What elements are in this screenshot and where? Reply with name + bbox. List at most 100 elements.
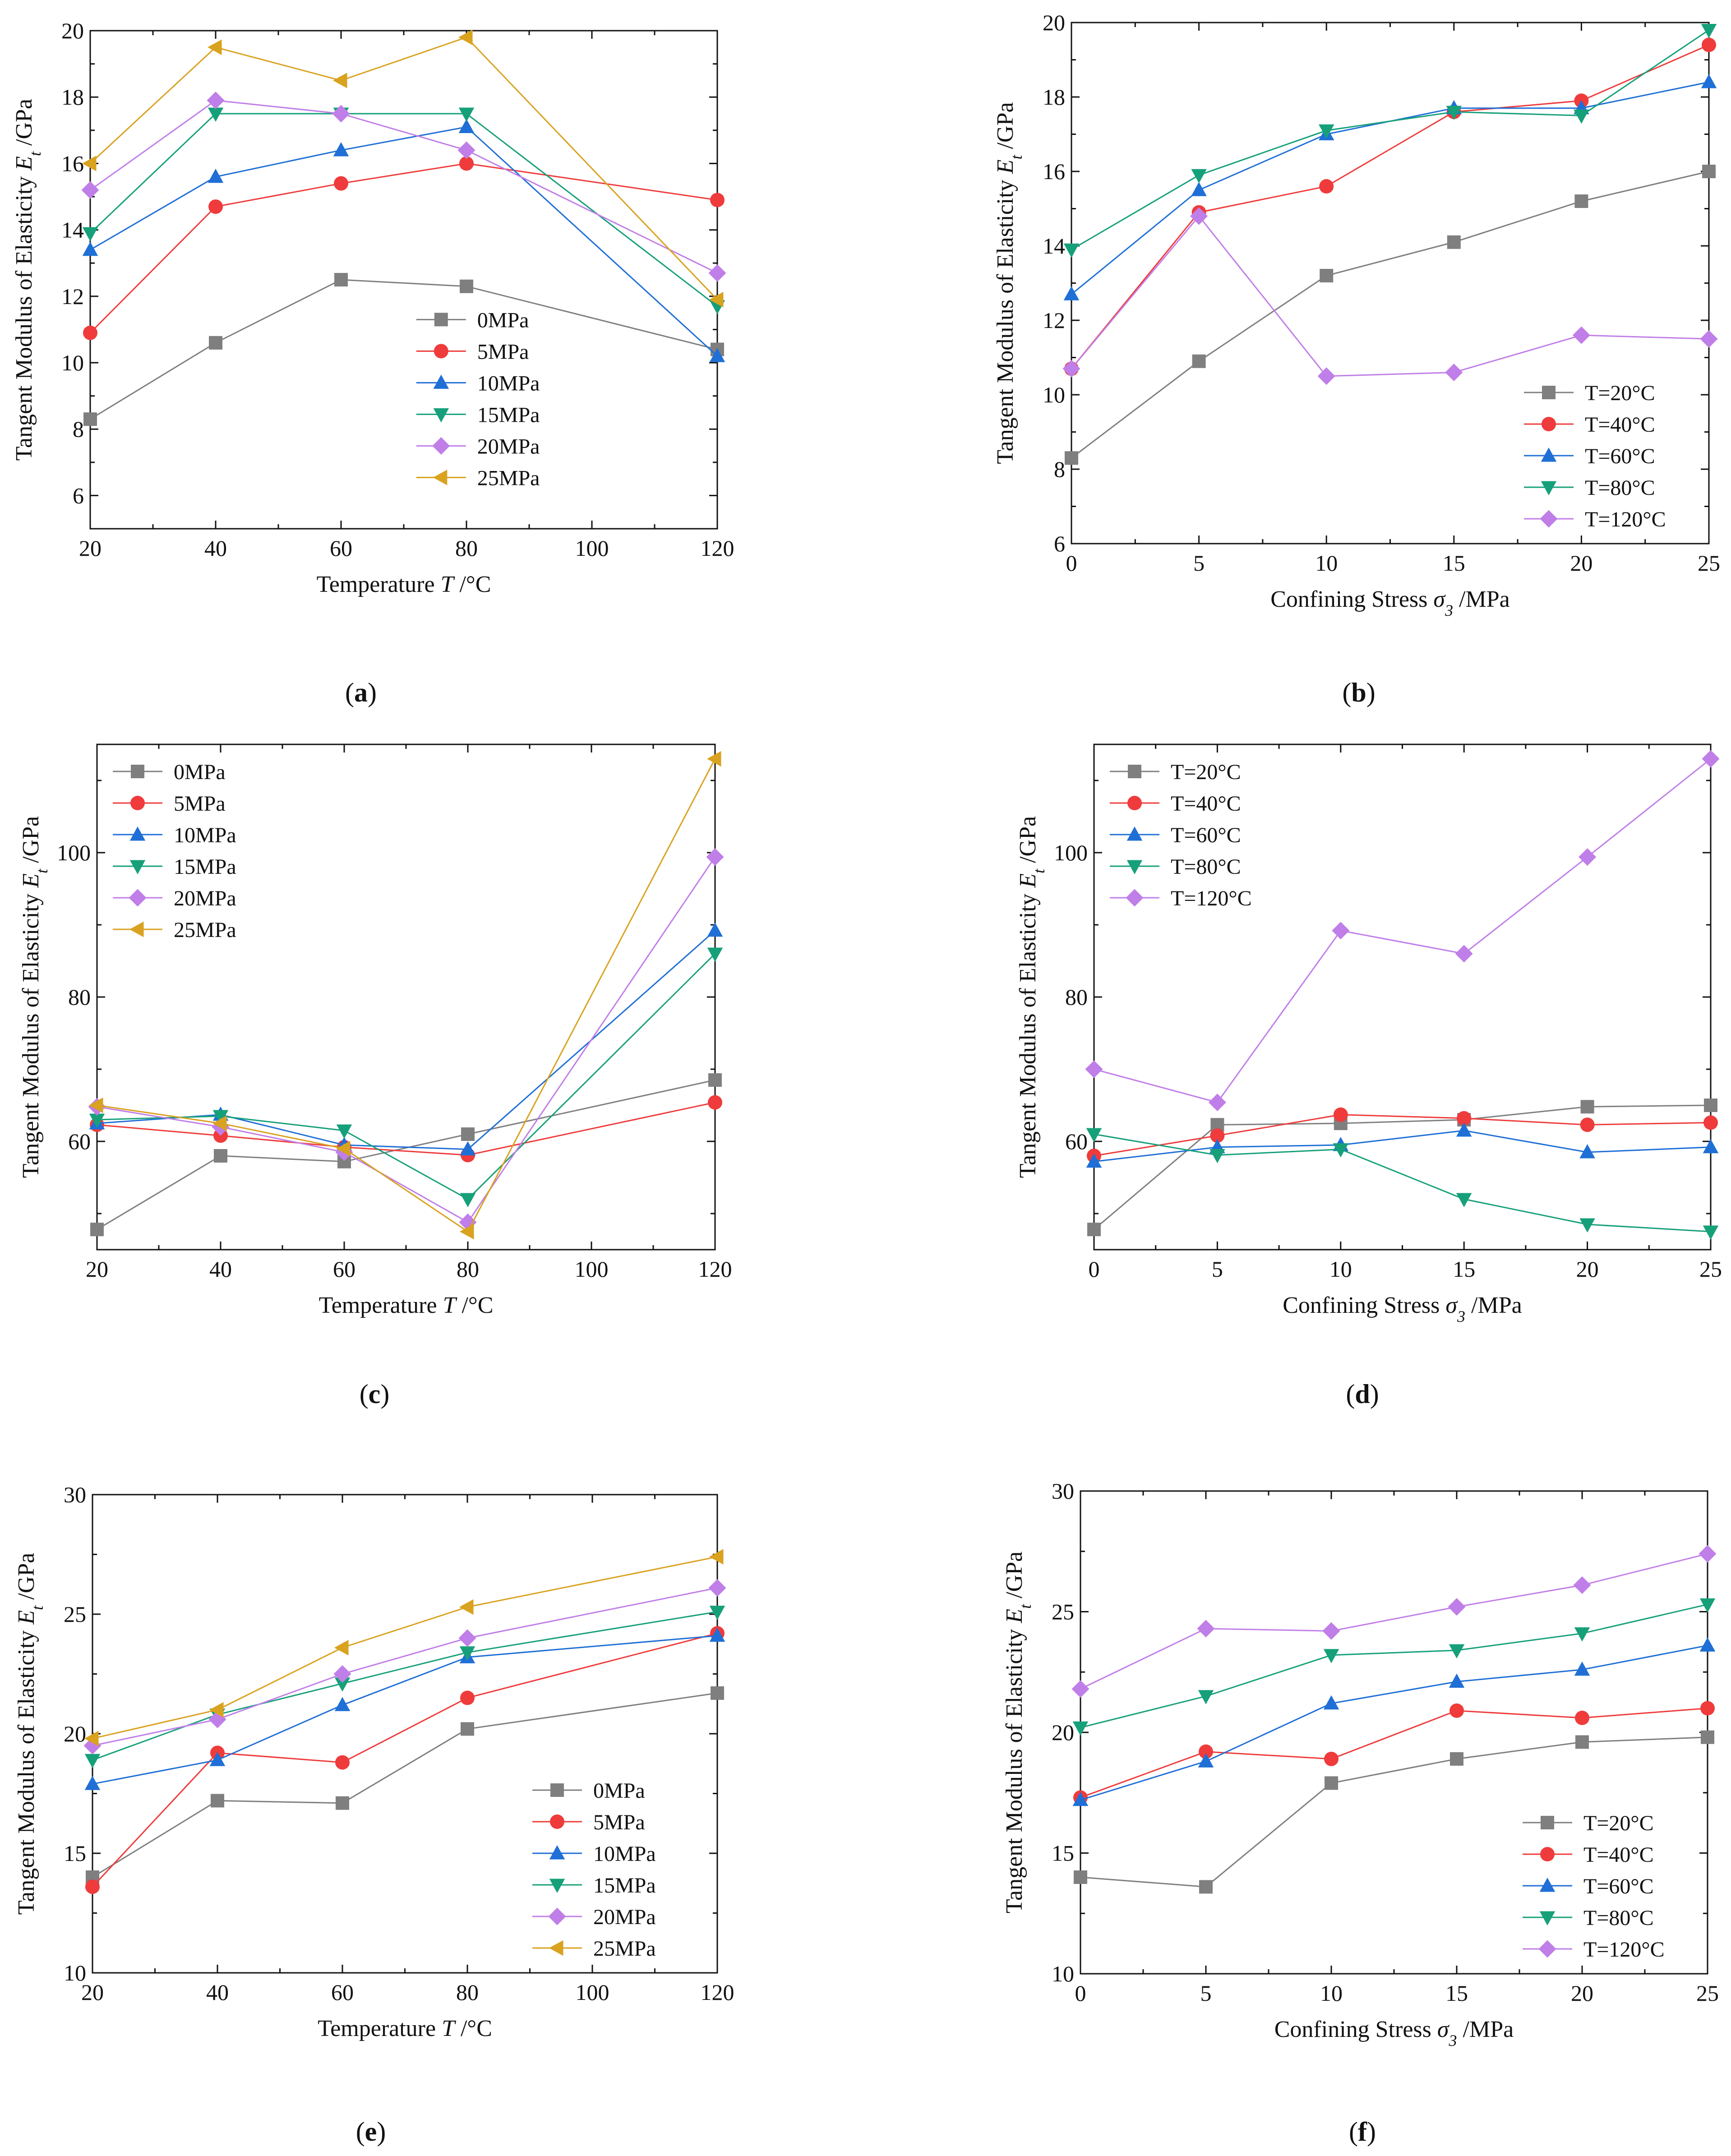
legend-marker <box>549 1845 565 1860</box>
data-point <box>1447 235 1461 249</box>
x-axis-title: Confining Stress σ3 /MPa <box>1283 1293 1522 1325</box>
series-T=60°C <box>1086 1122 1719 1168</box>
data-point <box>211 1794 224 1808</box>
data-point <box>1701 1730 1714 1744</box>
legend-marker <box>433 374 449 389</box>
series-line <box>1080 1708 1708 1798</box>
data-point <box>711 1686 724 1700</box>
x-tick-label: 25 <box>1699 1256 1722 1282</box>
x-tick-label: 80 <box>456 1980 479 2005</box>
legend: 0MPa 5MPa 10MPa 15MPa 20MPa 25MPa <box>113 760 236 942</box>
series-T=120°C <box>1085 750 1720 1112</box>
y-tick-label: 20 <box>1043 10 1065 35</box>
x-tick-label: 10 <box>1329 1256 1352 1282</box>
legend-marker <box>434 344 448 359</box>
legend-marker <box>549 1879 565 1893</box>
series-T=120°C <box>1071 1545 1717 1698</box>
series-0MPa <box>83 273 724 426</box>
series-line <box>1080 1553 1708 1690</box>
legend-entry: T=120°C <box>1171 886 1252 910</box>
data-point <box>707 751 721 767</box>
x-axis-title: Temperature T /°C <box>317 572 491 597</box>
data-point <box>458 29 473 45</box>
x-tick-label: 120 <box>698 1256 732 1282</box>
y-tick-label: 6 <box>73 483 84 508</box>
data-point <box>1086 1128 1102 1142</box>
series-25MPa <box>82 29 724 308</box>
y-axis-title: Tangent Modulus of Elasticity Et /GPa <box>1015 816 1048 1178</box>
data-point <box>458 107 475 122</box>
legend-entry: T=80°C <box>1583 1906 1654 1930</box>
data-point <box>706 848 724 866</box>
y-tick-label: 16 <box>61 151 84 176</box>
legend-marker <box>434 313 448 327</box>
data-point <box>89 1113 105 1128</box>
data-point <box>1574 1661 1590 1676</box>
legend-marker <box>1126 826 1143 841</box>
series-line <box>1094 1114 1711 1157</box>
data-point <box>336 1796 349 1810</box>
legend-entry: T=20°C <box>1171 760 1241 784</box>
legend-entry: T=20°C <box>1583 1811 1654 1835</box>
legend-marker <box>433 470 448 485</box>
panel-label: (b) <box>1342 678 1375 707</box>
legend-entry: T=80°C <box>1171 855 1241 879</box>
data-point <box>1087 1223 1101 1237</box>
x-tick-label: 5 <box>1200 1981 1212 2006</box>
y-axis-title: Tangent Modulus of Elasticity Et /GPa <box>18 816 51 1178</box>
series-line <box>1080 1644 1708 1801</box>
data-point <box>1450 1752 1463 1766</box>
x-tick-label: 60 <box>333 1256 355 1282</box>
data-point <box>1325 1776 1338 1790</box>
data-point <box>1323 1649 1339 1663</box>
data-point <box>208 39 222 55</box>
series-T=60°C <box>1072 1637 1716 1806</box>
data-point <box>1446 106 1462 120</box>
data-point <box>460 1193 476 1207</box>
x-tick-label: 0 <box>1089 1256 1100 1282</box>
plot-frame <box>92 1494 718 1974</box>
data-point <box>214 1149 227 1163</box>
data-point <box>707 947 723 962</box>
legend-marker <box>129 860 146 874</box>
data-point <box>89 1097 103 1113</box>
series-line <box>97 953 716 1200</box>
x-axis-title: Temperature T /°C <box>318 2016 492 2041</box>
legend-marker <box>1539 1911 1556 1925</box>
panel-label: (c) <box>360 1379 390 1409</box>
series-line <box>1094 1104 1711 1230</box>
series-line <box>90 279 718 420</box>
chart-c: 20 40 60 80 100 120 60 80 100 Temperature T /°C Ta… <box>18 743 732 1409</box>
data-point <box>1072 1791 1089 1806</box>
legend-marker <box>131 765 144 778</box>
legend-entry: 10MPa <box>593 1842 656 1866</box>
series-line <box>1071 171 1709 459</box>
data-point <box>336 1140 351 1157</box>
x-tick-label: 0 <box>1066 550 1077 576</box>
data-point <box>1208 1094 1226 1112</box>
series-15MPa <box>84 1606 725 1768</box>
data-point <box>1191 182 1207 196</box>
legend: T=20°C T=40°C T=60°C T=80°C T=120°C <box>1110 760 1252 910</box>
series-line <box>89 162 718 333</box>
x-tick-label: 40 <box>204 536 227 561</box>
series-20MPa <box>81 92 726 282</box>
data-point <box>458 1629 476 1647</box>
legend-marker <box>130 796 145 810</box>
chart-f: 0 5 10 15 20 25 10 15 20 25 30 Confining Stress σ3 … <box>1002 1478 1719 2147</box>
data-point <box>708 1073 722 1087</box>
data-point <box>1074 1870 1087 1884</box>
data-point <box>1574 109 1589 124</box>
legend-entry: 15MPa <box>174 855 236 879</box>
data-point <box>708 1095 722 1110</box>
data-point <box>709 291 724 308</box>
data-point <box>1457 1111 1472 1126</box>
legend-entry: T=120°C <box>1585 508 1666 531</box>
series-line <box>1071 29 1709 250</box>
x-tick-label: 60 <box>331 1980 354 2005</box>
x-axis-title: Confining Stress σ3 /MPa <box>1270 586 1509 619</box>
series-25MPa <box>89 751 721 1240</box>
series-line <box>1094 758 1711 1103</box>
y-tick-label: 100 <box>1054 840 1088 865</box>
legend-entry: T=60°C <box>1583 1874 1654 1898</box>
